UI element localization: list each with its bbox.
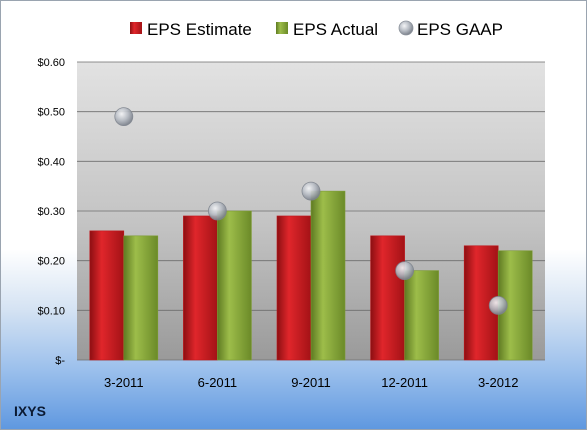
y-tick-label: $- — [55, 355, 65, 367]
y-axis-ticks: $- $0.10 $0.20 $0.30 $0.40 $0.50 $0.60 — [37, 57, 65, 367]
bar-eps-estimate — [89, 230, 125, 361]
marker-eps-gaap — [114, 107, 134, 127]
bar-eps-actual — [123, 235, 159, 361]
bar-eps-actual — [217, 210, 252, 361]
legend-gaap-label: EPS GAAP — [417, 20, 503, 39]
y-tick-label: $0.20 — [37, 256, 65, 268]
marker-eps-gaap — [301, 181, 321, 201]
y-tick-label: $0.60 — [37, 57, 65, 69]
y-tick-label: $0.40 — [37, 156, 65, 168]
legend-gaap-marker — [398, 20, 414, 36]
legend: EPS Estimate EPS Actual EPS GAAP — [130, 20, 503, 39]
legend-actual-swatch — [276, 22, 288, 34]
y-tick-label: $0.10 — [37, 305, 65, 317]
x-axis-ticks: 3-2011 6-2011 9-2011 12-2011 3-2012 — [104, 375, 518, 390]
marker-eps-gaap — [207, 201, 227, 221]
y-tick-label: $0.50 — [37, 107, 65, 119]
legend-actual-label: EPS Actual — [293, 20, 378, 39]
x-tick-label: 3-2011 — [104, 375, 144, 390]
bar-eps-estimate — [370, 235, 405, 361]
bars — [89, 190, 533, 361]
x-tick-label: 12-2011 — [381, 375, 428, 390]
legend-estimate-swatch — [130, 22, 142, 34]
legend-estimate-label: EPS Estimate — [147, 20, 252, 39]
bar-eps-estimate — [276, 215, 312, 361]
x-tick-label: 6-2011 — [198, 375, 238, 390]
marker-eps-gaap — [488, 295, 508, 315]
gaap-markers — [114, 107, 508, 315]
y-tick-label: $0.30 — [37, 206, 65, 218]
marker-eps-gaap — [395, 261, 415, 281]
x-tick-label: 9-2011 — [291, 375, 331, 390]
x-tick-label: 3-2012 — [478, 375, 518, 390]
bar-eps-actual — [404, 270, 439, 361]
bar-eps-estimate — [183, 215, 218, 361]
bar-eps-actual — [310, 190, 346, 361]
company-label: IXYS — [14, 403, 46, 419]
